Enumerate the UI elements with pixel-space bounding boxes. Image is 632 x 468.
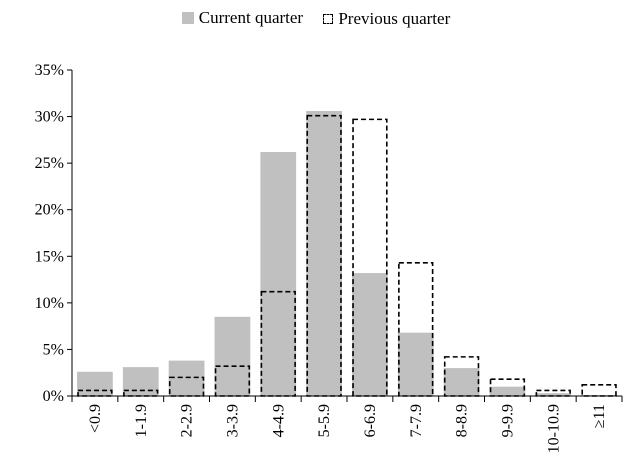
bar-previous [168, 376, 205, 397]
x-tick-label: 1-1.9 [133, 404, 150, 437]
bar-current [214, 316, 251, 396]
x-tick-label: 3-3.9 [224, 404, 241, 437]
y-tick-label: 5% [43, 341, 64, 358]
x-tick-label: 8-8.9 [454, 404, 471, 437]
y-tick-label: 25% [35, 155, 64, 172]
y-tick-label: 20% [35, 202, 64, 219]
y-tick-label: 10% [35, 295, 64, 312]
bar-current [397, 332, 434, 396]
x-tick-label: 7-7.9 [408, 404, 425, 437]
bar-current [77, 371, 113, 396]
y-tick-label: 30% [35, 109, 64, 126]
x-tick-label: 6-6.9 [362, 404, 379, 437]
bar-current [122, 367, 159, 396]
legend-label-previous: Previous quarter [338, 9, 451, 28]
x-tick-label: 10-10.9 [545, 404, 562, 453]
legend-item-previous: Previous quarter [323, 9, 450, 29]
bar-previous [398, 262, 434, 397]
bar-current [535, 393, 572, 396]
bar-current [443, 368, 480, 396]
x-tick-label: 4-4.9 [270, 404, 287, 437]
legend-swatch-current [181, 12, 194, 24]
y-tick-label: 35% [35, 62, 64, 79]
bar-previous [352, 118, 388, 397]
chart-legend: Current quarter Previous quarter [0, 8, 632, 29]
bar-current [489, 386, 526, 396]
x-tick-label: 5-5.9 [316, 404, 333, 437]
bar-current [168, 360, 205, 396]
x-tick-label: <0.9 [87, 404, 104, 433]
legend-item-current: Current quarter [181, 8, 304, 28]
legend-swatch-previous [323, 14, 334, 24]
bar-current [352, 273, 388, 396]
bar-current [260, 151, 297, 396]
y-tick-label: 0% [43, 388, 64, 405]
bar-current [306, 110, 342, 397]
bar-previous [581, 384, 617, 397]
legend-label-current: Current quarter [198, 8, 304, 27]
x-tick-label: ≥11 [591, 404, 608, 428]
x-tick-label: 2-2.9 [179, 404, 196, 437]
y-tick-label: 15% [35, 248, 64, 265]
x-tick-label: 9-9.9 [499, 404, 516, 437]
